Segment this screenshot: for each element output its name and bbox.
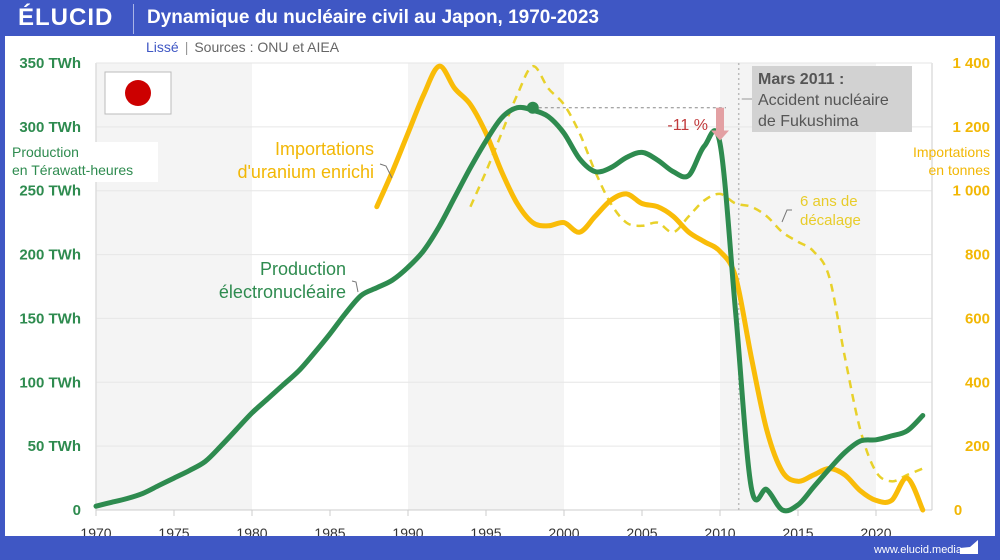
production-series-label-line2: électronucléaire — [219, 282, 346, 302]
event-annotation-box — [752, 66, 912, 132]
drop-arrow-head — [711, 130, 729, 141]
y-left-tick-label: 350 TWh — [19, 55, 81, 72]
series-production-line — [93, 104, 926, 514]
shift-label-leader — [781, 209, 792, 223]
drop-arrow-icon — [711, 107, 729, 141]
y-right-tick-label: 400 — [965, 374, 990, 391]
y-right-tick-label: 600 — [965, 310, 990, 327]
event-line1: Accident nucléaire — [758, 92, 889, 109]
y-left-tick-label: 0 — [73, 502, 81, 519]
production-peak-marker — [526, 101, 539, 114]
production-label-leader — [351, 280, 359, 293]
elucid-logo: ÉLUCID — [18, 4, 114, 31]
elucid-corner-logo-icon — [960, 540, 978, 554]
y-left-tick-label: 50 TWh — [28, 438, 81, 455]
header-bar: ÉLUCID Dynamique du nucléaire civil au J… — [0, 0, 1000, 36]
production-series-label-line1: Production — [260, 259, 346, 279]
imports-series-label-line2: d'uranium enrichi — [237, 162, 374, 182]
left-axis-title-bg — [8, 142, 158, 182]
smoothing-label: Lissé — [146, 39, 179, 55]
imports-series-label-line1: Importations — [275, 139, 374, 159]
drop-arrow-shaft — [716, 107, 724, 132]
shift-series-label-line1: 6 ans de — [800, 193, 858, 210]
chart-subtitle: Lissé | Sources : ONU et AIEA — [146, 39, 339, 55]
y-left-tick-label: 300 TWh — [19, 119, 81, 136]
drop-percentage-label: -11 % — [667, 117, 708, 134]
japan-flag-icon — [104, 71, 172, 115]
left-axis-title-line2: en Térawatt-heures — [12, 162, 133, 178]
subtitle-separator: | — [184, 39, 189, 55]
y-right-tick-label: 1 400 — [952, 55, 990, 72]
y-right-tick-label: 800 — [965, 247, 990, 264]
event-line2: de Fukushima — [758, 113, 859, 130]
left-axis-title-line1: Production — [12, 144, 79, 160]
footer-url[interactable]: www.elucid.media — [873, 544, 962, 556]
series-imports-shifted-line — [469, 64, 924, 483]
y-right-tick-label: 0 — [954, 502, 962, 519]
y-right-tick-label: 200 — [965, 438, 990, 455]
right-axis-title-line1: Importations — [913, 144, 990, 160]
sources-label: Sources : ONU et AIEA — [194, 39, 340, 55]
shift-series-label-line2: décalage — [800, 212, 861, 229]
y-axis-left: 0 50 TWh 100 TWh 150 TWh 200 TWh 250 TWh 300 T… — [19, 55, 81, 519]
footer-bar — [0, 536, 1000, 560]
y-axis-right: 0 200 400 600 800 1 000 1 200 1 400 — [952, 55, 990, 519]
y-left-tick-label: 100 TWh — [19, 374, 81, 391]
right-axis-title-line2: en tonnes — [929, 162, 991, 178]
imports-label-leader — [379, 163, 393, 179]
y-right-tick-label: 1 000 — [952, 183, 990, 200]
y-left-tick-label: 200 TWh — [19, 247, 81, 264]
chart-title: Dynamique du nucléaire civil au Japon, 1… — [147, 7, 599, 28]
header-separator — [133, 4, 134, 34]
decade-band — [96, 63, 252, 510]
event-title: Mars 2011 : — [758, 71, 844, 88]
y-right-tick-label: 1 200 — [952, 119, 990, 136]
y-left-tick-label: 150 TWh — [19, 310, 81, 327]
y-left-tick-label: 250 TWh — [19, 183, 81, 200]
